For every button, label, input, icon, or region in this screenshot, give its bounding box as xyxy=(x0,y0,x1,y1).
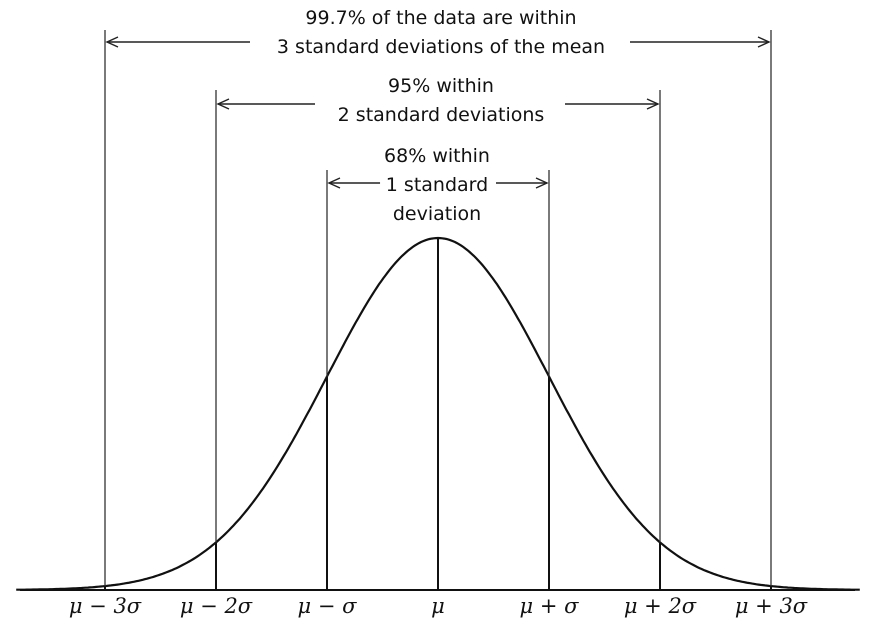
band2-label: 95% within 2 standard deviations xyxy=(333,72,549,130)
band2-line2: 2 standard deviations xyxy=(337,104,545,126)
band3-label: 99.7% of the data are within 3 standard … xyxy=(272,4,610,62)
band1-line3: deviation xyxy=(392,203,482,225)
x-tick-label: μ + 3σ xyxy=(734,594,808,618)
band3-line1: 99.7% of the data are within xyxy=(305,7,577,29)
x-tick-label: μ xyxy=(431,594,445,618)
x-tick-label: μ + σ xyxy=(519,594,579,618)
band1-line1: 68% within xyxy=(384,145,490,167)
arrowhead-icon xyxy=(105,36,119,48)
band2-line1: 95% within xyxy=(388,75,494,97)
x-tick-label: μ − 2σ xyxy=(179,594,253,618)
arrowhead-icon xyxy=(327,177,341,189)
band1-line2: 1 standard xyxy=(385,174,489,196)
x-tick-label: μ + 2σ xyxy=(623,594,697,618)
band1-label: 68% within 1 standard deviation xyxy=(380,142,494,229)
sigma-lines xyxy=(104,30,772,590)
arrowhead-icon xyxy=(216,98,230,110)
arrowhead-icon xyxy=(757,36,771,48)
arrowhead-icon xyxy=(535,177,549,189)
interval-arrows xyxy=(105,36,771,189)
arrowhead-icon xyxy=(646,98,660,110)
x-tick-label: μ − σ xyxy=(297,594,357,618)
x-tick-label: μ − 3σ xyxy=(68,594,142,618)
band3-line2: 3 standard deviations of the mean xyxy=(276,36,606,58)
